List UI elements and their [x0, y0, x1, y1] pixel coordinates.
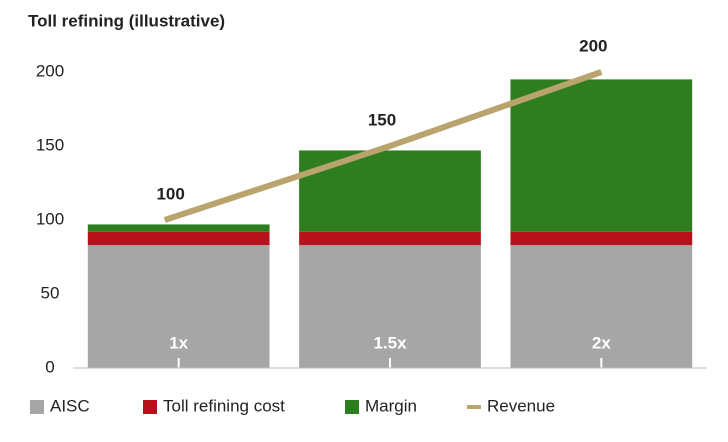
bar-segment: [87, 224, 270, 232]
chart-title: Toll refining (illustrative): [28, 11, 225, 30]
y-tick-label: 0: [45, 357, 54, 376]
bar-segment: [299, 245, 481, 368]
bar-segment: [87, 231, 270, 246]
legend-label: Revenue: [487, 396, 555, 415]
data-label: 150: [368, 110, 396, 129]
bar-segment: [87, 245, 270, 368]
legend-label: Margin: [365, 396, 417, 415]
data-label: 100: [156, 184, 184, 203]
legend-label: AISC: [50, 396, 90, 415]
data-label: 200: [579, 36, 607, 55]
y-tick-label: 150: [36, 135, 64, 154]
legend-swatch: [30, 400, 44, 414]
legend-swatch: [467, 405, 481, 409]
y-tick-label: 50: [41, 283, 60, 302]
bar-segment: [510, 79, 693, 232]
y-tick-label: 200: [36, 61, 64, 80]
revenue-line: [163, 69, 603, 223]
x-tick-label: 1.5x: [373, 333, 407, 352]
legend-label: Toll refining cost: [163, 396, 285, 415]
bar-segment: [510, 231, 693, 246]
legend-swatch: [143, 400, 157, 414]
x-tick-label: 1x: [169, 333, 188, 352]
legend-swatch: [345, 400, 359, 414]
bar-segment: [299, 231, 481, 246]
bar-segment: [510, 245, 693, 368]
x-tick-label: 2x: [592, 333, 611, 352]
y-tick-label: 100: [36, 209, 64, 228]
bar-segment: [299, 150, 481, 232]
